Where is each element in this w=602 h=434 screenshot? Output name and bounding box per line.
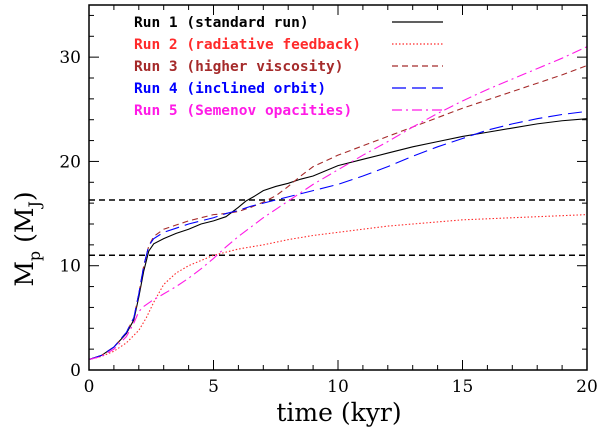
legend-label: Run 3 (higher viscosity) (134, 59, 344, 75)
y-tick-label: 30 (59, 48, 81, 68)
y-tick-label: 0 (70, 361, 81, 381)
y-axis-title: Mp (MJ) (10, 191, 44, 286)
series-line-1 (88, 118, 588, 361)
series-line-2 (88, 214, 588, 361)
y-tick-label: 20 (59, 152, 81, 172)
legend-label: Run 5 (Semenov opacities) (134, 103, 352, 119)
series-line-5 (88, 46, 588, 361)
series-line-3 (88, 64, 588, 361)
y-axis-title-unit-sub: J (25, 201, 44, 209)
legend-label: Run 2 (radiative feedback) (134, 37, 361, 53)
x-axis-title: time (kyr) (276, 398, 401, 427)
y-tick-label: 10 (59, 257, 81, 277)
y-axis-title-main: M (10, 261, 39, 287)
series-line-4 (88, 110, 588, 361)
legend-label: Run 4 (inclined orbit) (134, 81, 326, 97)
legend-label: Run 1 (standard run) (134, 15, 309, 31)
x-tick-label: 0 (84, 377, 95, 397)
y-axis-title-unit-close: ) (10, 191, 39, 201)
x-tick-label: 15 (452, 377, 474, 397)
x-tick-label: 10 (327, 377, 349, 397)
y-axis-title-unit-open: (M (10, 208, 39, 251)
y-axis-title-sub: p (25, 251, 44, 261)
x-tick-label: 5 (208, 377, 219, 397)
x-tick-label: 20 (576, 377, 598, 397)
